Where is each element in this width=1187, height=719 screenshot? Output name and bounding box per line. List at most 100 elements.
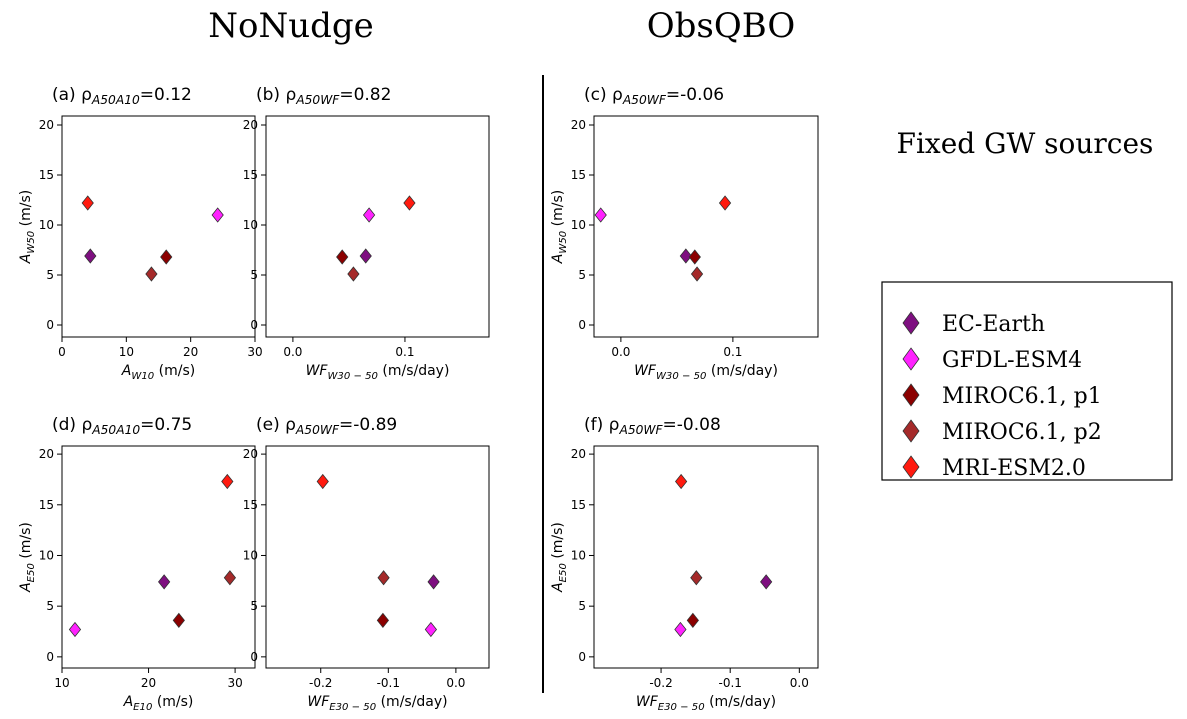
x-axis-label-sub: W10 <box>131 371 154 382</box>
point <box>158 574 171 590</box>
x-axis-label-main: WF <box>307 694 330 710</box>
x-tick-label: 10 <box>54 676 69 690</box>
axes-frame <box>265 445 490 669</box>
x-axis-label-main: A <box>123 694 134 710</box>
point <box>211 207 224 223</box>
y-axis-label-suffix: (m/s) <box>550 190 566 231</box>
point <box>760 574 773 590</box>
y-axis-label-suffix: (m/s) <box>550 522 566 563</box>
panel-title-suffix: =-0.89 <box>339 415 397 435</box>
y-tick-label: 20 <box>571 447 586 461</box>
point <box>84 248 97 264</box>
legend-marker <box>902 455 920 479</box>
point <box>172 612 185 628</box>
point <box>377 570 390 586</box>
y-tick-label: 10 <box>243 218 258 232</box>
x-axis-label: WFW30 − 50 (m/s/day) <box>634 363 778 382</box>
x-axis-label-sub: E10 <box>133 702 152 713</box>
x-axis-label-suffix: (m/s/day) <box>705 694 777 710</box>
panel-title-suffix: =0.82 <box>339 85 391 105</box>
axes-frame <box>593 115 819 338</box>
y-tick-label: 20 <box>571 118 586 132</box>
y-axis-label-main: A <box>18 582 34 593</box>
x-axis-label-sub: E30 − 50 <box>329 702 376 713</box>
x-axis-label: WFW30 − 50 (m/s/day) <box>306 363 450 382</box>
y-tick-label: 10 <box>571 218 586 232</box>
panel-title-main: (a) ρ <box>52 85 92 105</box>
y-tick-label: 0 <box>250 650 258 664</box>
y-tick-label: 0 <box>46 650 54 664</box>
y-tick-label: 10 <box>39 218 54 232</box>
y-axis-label-suffix: (m/s) <box>18 522 34 563</box>
y-tick-label: 0 <box>250 318 258 332</box>
legend-marker <box>902 383 920 407</box>
y-tick-label: 15 <box>571 168 586 182</box>
point <box>336 249 349 265</box>
x-axis-label-suffix: (m/s) <box>152 694 193 710</box>
x-axis-label-suffix: (m/s/day) <box>706 363 778 379</box>
x-tick-label: 0.1 <box>395 345 414 359</box>
x-axis-label: WFE30 − 50 (m/s/day) <box>307 694 447 713</box>
y-tick-label: 10 <box>39 548 54 562</box>
y-tick-label: 5 <box>578 599 586 613</box>
y-tick-label: 0 <box>578 318 586 332</box>
axes-frame <box>61 445 256 669</box>
panel-title-sub: A50WF <box>622 93 667 107</box>
x-tick-label: -0.1 <box>377 676 400 690</box>
x-axis-label: WFE30 − 50 (m/s/day) <box>636 694 776 713</box>
header: ObsQBO <box>647 6 795 46</box>
x-tick-label: 0.1 <box>723 345 742 359</box>
point <box>674 473 688 490</box>
panel-title: (b) ρA50WF=0.82 <box>256 85 391 107</box>
x-axis-label: AW10 (m/s) <box>121 363 195 382</box>
y-axis-label-sub: E50 <box>26 563 37 582</box>
y-axis-label: AW50 (m/s) <box>550 190 569 264</box>
x-axis-label-suffix: (m/s/day) <box>376 694 448 710</box>
y-tick-label: 15 <box>39 168 54 182</box>
x-tick-label: 20 <box>141 676 156 690</box>
panel-title-suffix: =-0.06 <box>666 85 724 105</box>
axes-frame <box>593 445 819 669</box>
point <box>690 570 703 586</box>
y-axis-label-main: A <box>550 582 566 593</box>
y-tick-label: 5 <box>250 599 258 613</box>
legend-marker <box>902 347 920 371</box>
x-tick-label: 0.0 <box>611 345 630 359</box>
panel-title-main: (c) ρ <box>584 85 623 105</box>
point <box>362 207 376 223</box>
y-tick-label: 20 <box>243 447 258 461</box>
point <box>316 473 329 490</box>
panel-title-sub: A50WF <box>295 93 340 107</box>
x-tick-label: 0.0 <box>790 676 809 690</box>
y-tick-label: 15 <box>243 168 258 182</box>
y-axis-label-sub: W50 <box>558 231 569 254</box>
axes-frame <box>265 115 490 338</box>
legend-box <box>881 281 1173 481</box>
point <box>688 249 701 265</box>
legend-label: GFDL-ESM4 <box>942 348 1082 373</box>
point <box>145 266 158 282</box>
x-axis-label: AE10 (m/s) <box>123 694 194 713</box>
x-tick-label: 20 <box>183 345 198 359</box>
x-tick-label: -0.1 <box>718 676 741 690</box>
y-axis-label-suffix: (m/s) <box>18 190 34 231</box>
panel-title-main: (d) ρ <box>52 415 92 435</box>
y-tick-label: 5 <box>578 268 586 282</box>
legend-marker <box>902 311 920 335</box>
x-axis-label-main: A <box>121 363 132 379</box>
x-tick-label: -0.2 <box>309 676 332 690</box>
legend-label: MRI-ESM2.0 <box>942 456 1086 481</box>
point <box>376 612 390 628</box>
legend-label: MIROC6.1, p2 <box>942 420 1102 445</box>
header: NoNudge <box>208 6 374 46</box>
legend-label: EC-Earth <box>942 312 1045 337</box>
point <box>221 473 234 490</box>
y-tick-label: 5 <box>250 268 258 282</box>
panel-title-sub: A50A10 <box>91 423 140 437</box>
y-axis-label: AE50 (m/s) <box>18 522 37 593</box>
legend-label: MIROC6.1, p1 <box>942 384 1102 409</box>
x-tick-label: 30 <box>247 345 262 359</box>
point <box>424 621 437 638</box>
x-tick-label: 0.0 <box>283 345 302 359</box>
y-axis-label: AE50 (m/s) <box>550 522 569 593</box>
